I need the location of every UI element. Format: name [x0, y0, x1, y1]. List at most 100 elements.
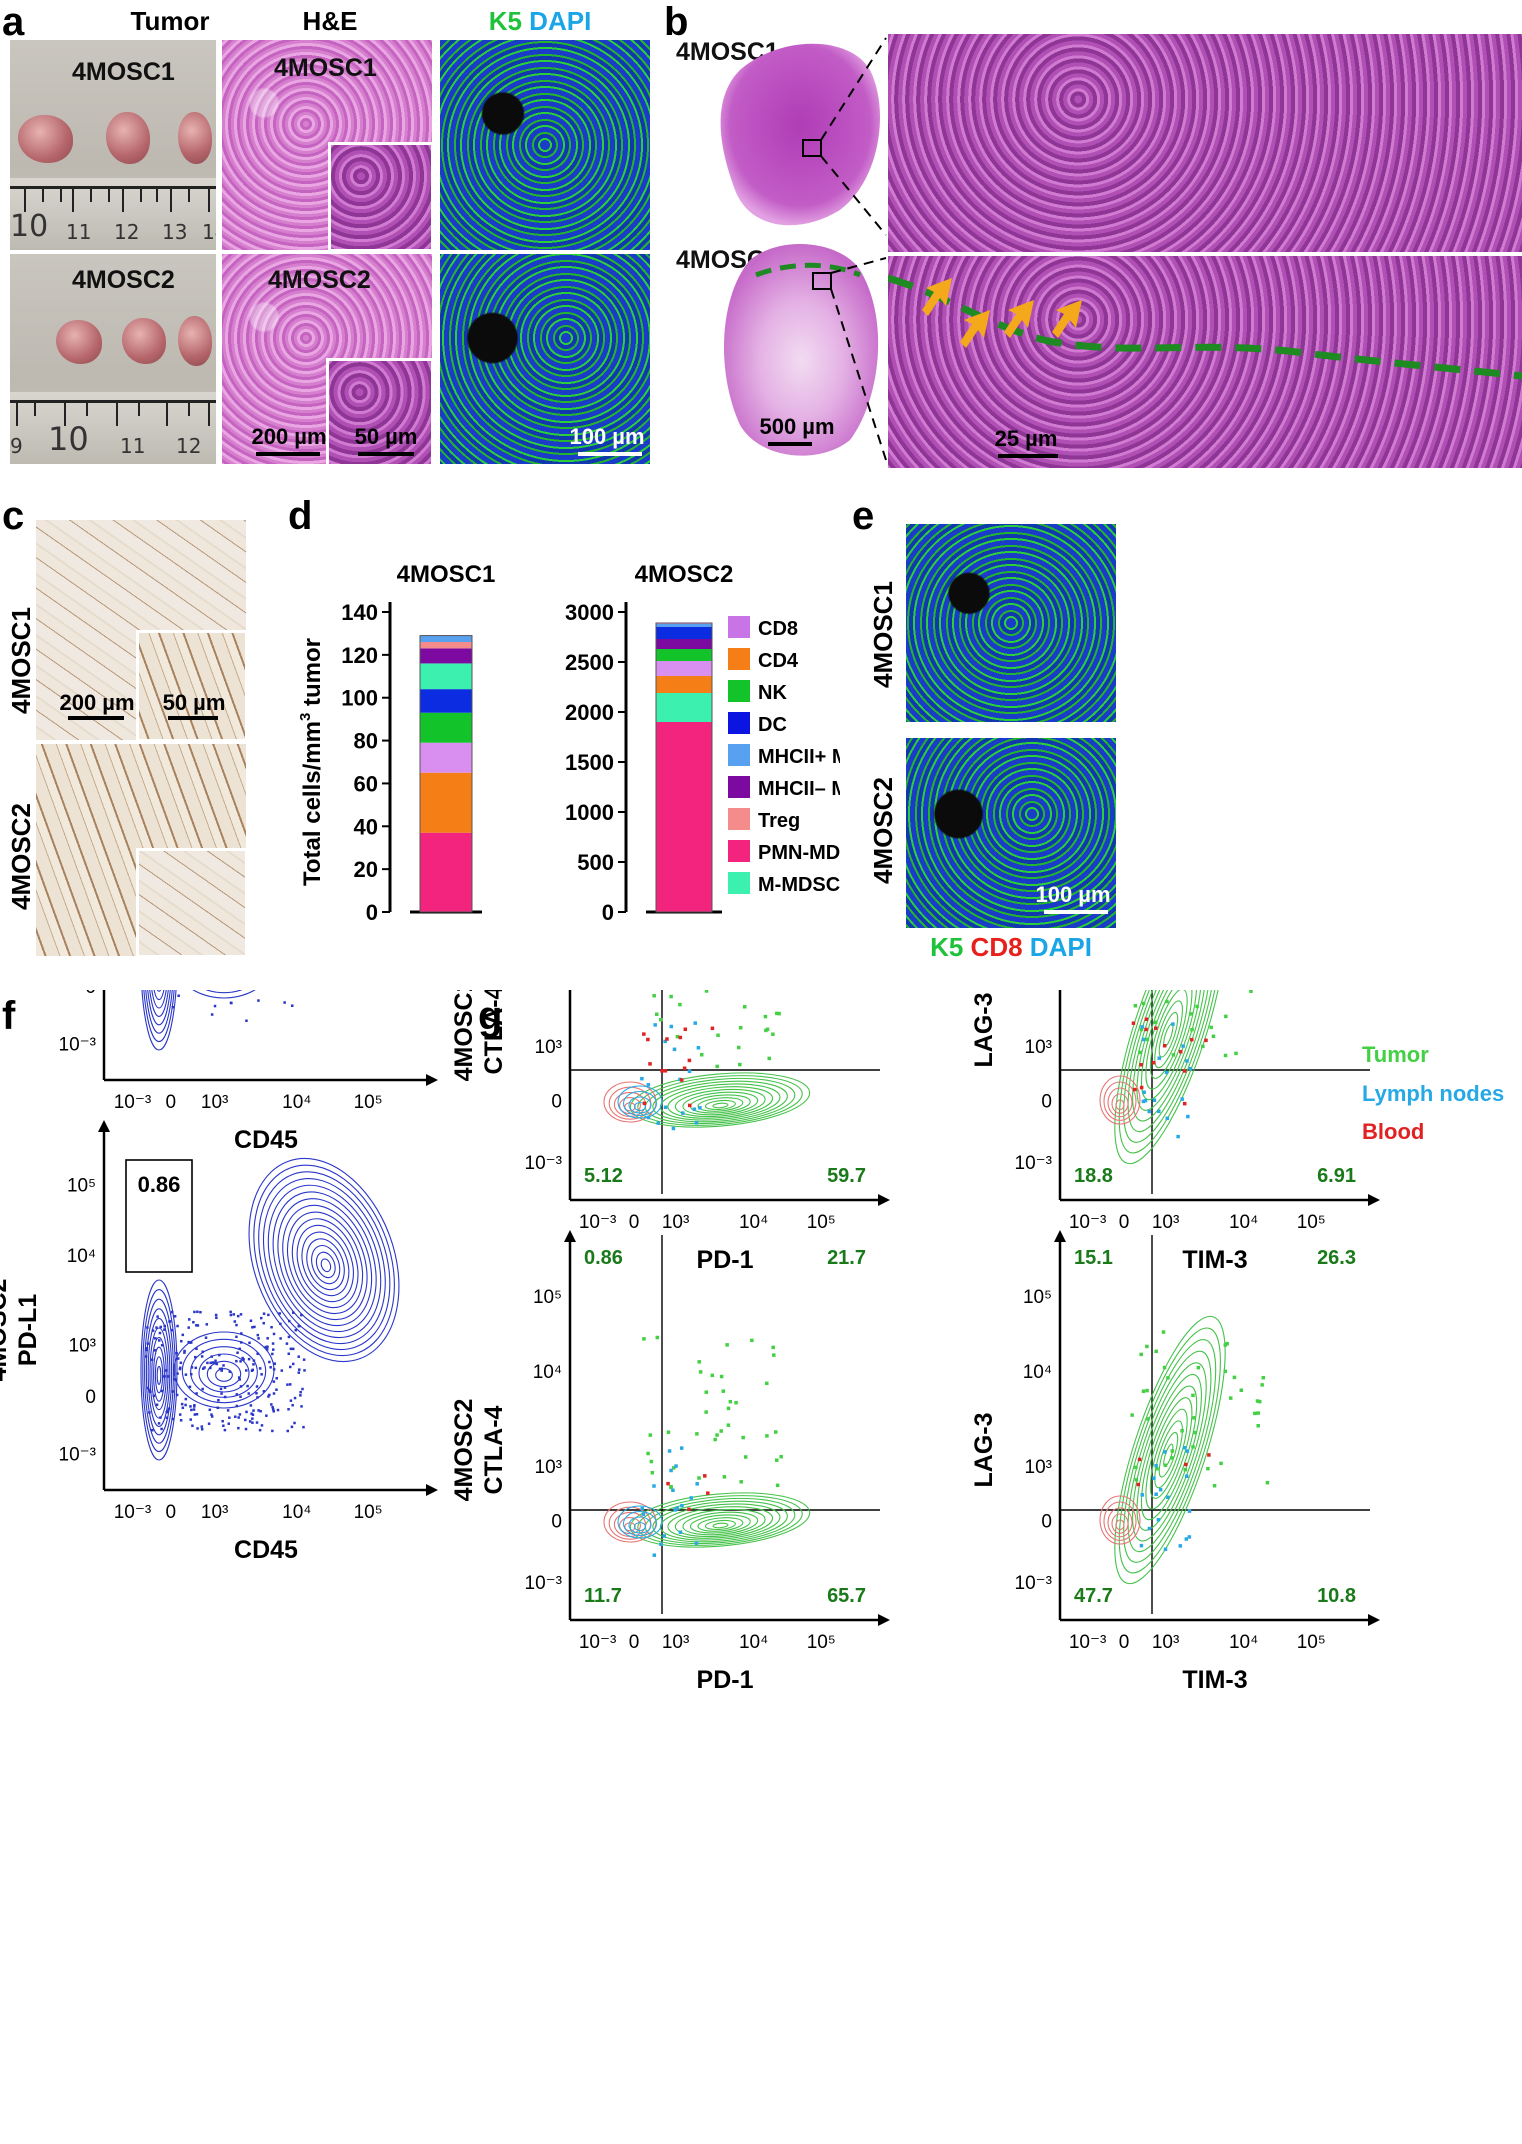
tumor-specimen — [178, 316, 212, 366]
he-inset — [328, 142, 432, 250]
contour-line — [697, 1517, 744, 1532]
contour-line — [205, 990, 243, 994]
x-tick-label: 10⁵ — [1297, 1212, 1326, 1233]
event-dot — [271, 1352, 274, 1356]
contour-line — [311, 1244, 341, 1285]
event-dot — [650, 1470, 655, 1475]
dapi-label: DAPI — [529, 6, 592, 36]
y-tick-label: 10⁵ — [1023, 1287, 1052, 1308]
y-tick-label: 10⁻³ — [1015, 1573, 1053, 1594]
scale-bar — [768, 442, 812, 446]
event-dot — [150, 1358, 154, 1361]
event-dot — [1184, 1474, 1189, 1478]
row-label-4mosc1: 4MOSC1 — [6, 607, 36, 714]
event-dot — [247, 1392, 251, 1395]
event-dot — [652, 1553, 657, 1557]
event-dot — [660, 1069, 664, 1073]
ruler-number: 13 — [162, 220, 188, 244]
event-dot — [180, 1402, 184, 1406]
event-dot — [184, 1403, 187, 1407]
event-dot — [1130, 1413, 1134, 1417]
event-dot — [258, 1428, 262, 1432]
event-dot — [215, 1316, 218, 1320]
event-dot — [268, 1360, 271, 1364]
event-dot — [155, 1326, 158, 1329]
event-dot — [1134, 1478, 1139, 1482]
event-dot — [174, 1378, 177, 1381]
bar-segment — [420, 642, 472, 649]
event-dot — [218, 1353, 221, 1357]
event-dot — [213, 1004, 217, 1008]
event-dot — [715, 1064, 719, 1069]
panel-g-legend: Tumor Lymph nodes Blood — [1362, 1036, 1504, 1152]
event-dot — [255, 1392, 258, 1395]
event-dot — [189, 1418, 192, 1421]
event-dot — [265, 1348, 269, 1351]
event-dot — [209, 1366, 212, 1370]
contour-line — [622, 1090, 658, 1117]
event-dot — [1195, 1004, 1199, 1009]
y-tick-label: 10⁵ — [533, 1287, 562, 1308]
contour-line — [1140, 1385, 1198, 1521]
y-tick-label: 0 — [85, 1387, 96, 1408]
event-dot — [157, 1339, 161, 1342]
event-dot — [678, 1035, 683, 1040]
event-dot — [220, 1392, 223, 1395]
boundary-overlay — [888, 274, 1522, 380]
y-tick-label: 80 — [354, 729, 378, 754]
x-tick-label: 10⁻³ — [1069, 1212, 1107, 1233]
event-dot — [155, 1403, 159, 1407]
y-tick-label: 0 — [602, 900, 614, 925]
event-dot — [693, 1021, 697, 1025]
event-dot — [228, 1370, 232, 1373]
event-dot — [298, 1368, 301, 1371]
event-dot — [270, 1403, 273, 1406]
event-dot — [178, 1366, 182, 1370]
stacked-bar-chart: 4MOSC1 0 20 40 60 80 100 120 140 Total cells/mm3 … — [297, 561, 840, 925]
contour-line — [215, 1368, 233, 1382]
event-dot — [1170, 1449, 1175, 1453]
contour-line — [1149, 990, 1188, 1079]
bar-outline — [655, 622, 713, 913]
event-dot — [653, 1023, 657, 1027]
contour-line — [674, 1508, 766, 1538]
event-dot — [1193, 1430, 1198, 1435]
event-dot — [1145, 1344, 1149, 1349]
event-dot — [771, 1345, 775, 1350]
event-dot — [291, 1403, 294, 1407]
event-dot — [203, 1366, 206, 1369]
contour-line — [156, 1365, 162, 1385]
event-dot — [775, 1458, 779, 1462]
event-dot — [239, 1385, 243, 1388]
ruler: 9 10 11 12 — [10, 392, 216, 464]
x-tick-label: 10³ — [662, 1632, 689, 1653]
legend-swatch — [728, 744, 750, 766]
event-dot — [1144, 1017, 1149, 1022]
scale-bar-label: 200 µm — [59, 690, 135, 715]
event-dot — [160, 1389, 164, 1393]
x-tick-label: 0 — [1119, 1632, 1130, 1653]
event-dot — [297, 1371, 301, 1374]
event-dot — [272, 1380, 276, 1383]
event-dot — [656, 1121, 661, 1125]
event-dot — [238, 1378, 241, 1381]
event-dot — [674, 1464, 678, 1468]
event-dot — [682, 1066, 687, 1070]
event-dot — [195, 1347, 198, 1351]
contour-line — [712, 1522, 729, 1529]
k5-cd8-dapi-image-4mosc1 — [906, 524, 1116, 722]
event-dot — [646, 1083, 651, 1087]
event-dot — [1158, 1487, 1163, 1492]
event-dot — [252, 1409, 255, 1412]
event-dot — [1255, 1399, 1260, 1403]
event-dot — [1162, 1044, 1167, 1048]
event-dot — [1232, 1375, 1237, 1380]
event-dot — [167, 1407, 171, 1410]
event-dot — [195, 1412, 199, 1416]
arrow-icon — [922, 278, 1082, 348]
contour-line — [1136, 990, 1202, 1111]
contour-line — [712, 1102, 729, 1109]
tumor-photo-4mosc1: 4MOSC1 10 11 12 13 14 — [10, 40, 216, 250]
event-dot — [1171, 1022, 1175, 1026]
event-dot — [208, 1408, 212, 1412]
